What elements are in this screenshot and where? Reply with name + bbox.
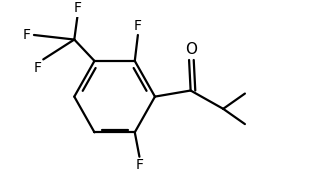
Text: F: F	[73, 1, 81, 15]
Text: F: F	[134, 19, 142, 33]
Text: F: F	[34, 61, 42, 75]
Text: O: O	[185, 42, 198, 57]
Text: F: F	[136, 158, 143, 172]
Text: F: F	[23, 28, 31, 42]
